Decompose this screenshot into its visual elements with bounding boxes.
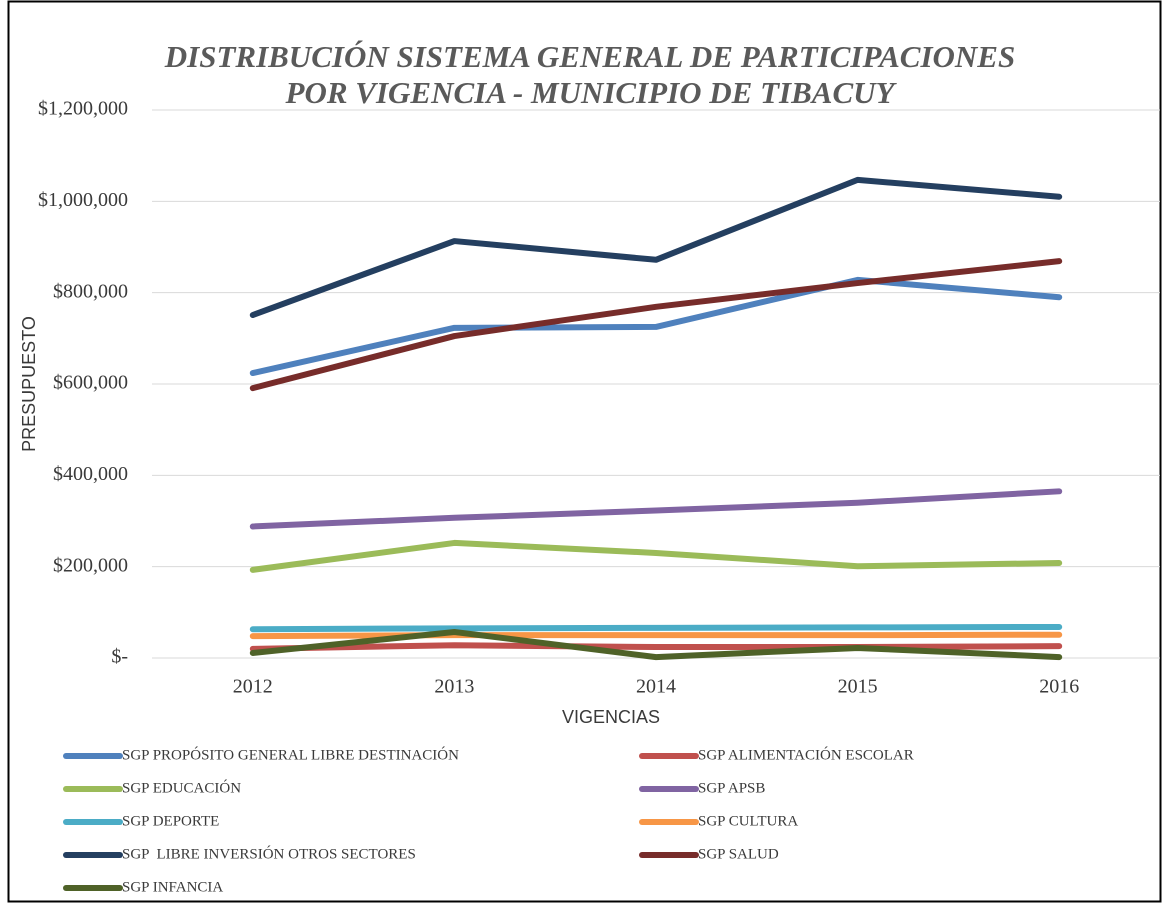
chart-title: DISTRIBUCIÓN SISTEMA GENERAL DE PARTICIP…: [164, 39, 1015, 74]
legend-label: SGP SALUD: [698, 846, 779, 862]
series-line: [249, 642, 1063, 652]
x-tick-label: 2016: [1039, 676, 1079, 698]
legend-label: SGP CULTURA: [698, 813, 798, 829]
series-line: [249, 276, 1063, 377]
y-tick-label: $1,000,000: [38, 189, 128, 211]
legend-label: SGP PROPÓSITO GENERAL LIBRE DESTINACIÓN: [122, 746, 459, 763]
chart-title: POR VIGENCIA - MUNICIPIO DE TIBACUY: [285, 75, 898, 110]
x-tick-label: 2014: [636, 676, 676, 698]
y-tick-label: $800,000: [53, 280, 128, 302]
legend-label: SGP APSB: [698, 780, 765, 796]
y-axis-label: PRESUPUESTO: [19, 316, 39, 452]
series-line: [249, 258, 1063, 392]
x-tick-label: 2015: [838, 676, 878, 698]
series-line: [249, 488, 1063, 530]
y-tick-label: $-: [111, 646, 128, 668]
series-line: [249, 623, 1063, 633]
legend-label: SGP DEPORTE: [122, 813, 219, 829]
legend-label: SGP INFANCIA: [122, 879, 223, 895]
x-axis-label: VIGENCIAS: [562, 707, 660, 727]
x-tick-label: 2013: [434, 676, 474, 698]
series-line: [249, 539, 1063, 573]
y-tick-label: $600,000: [53, 372, 128, 394]
legend-label: SGP ALIMENTACIÓN ESCOLAR: [698, 746, 914, 763]
y-tick-label: $200,000: [53, 554, 128, 576]
y-tick-label: $1,200,000: [38, 98, 128, 120]
chart-frame: [7, 0, 1162, 903]
legend-label: SGP LIBRE INVERSIÓN OTROS SECTORES: [122, 845, 416, 862]
x-tick-label: 2012: [233, 676, 273, 698]
series-line: [249, 628, 1063, 661]
series-line: [249, 631, 1063, 640]
series-line: [249, 176, 1063, 319]
legend-label: SGP EDUCACIÓN: [122, 779, 241, 796]
y-tick-label: $400,000: [53, 463, 128, 485]
